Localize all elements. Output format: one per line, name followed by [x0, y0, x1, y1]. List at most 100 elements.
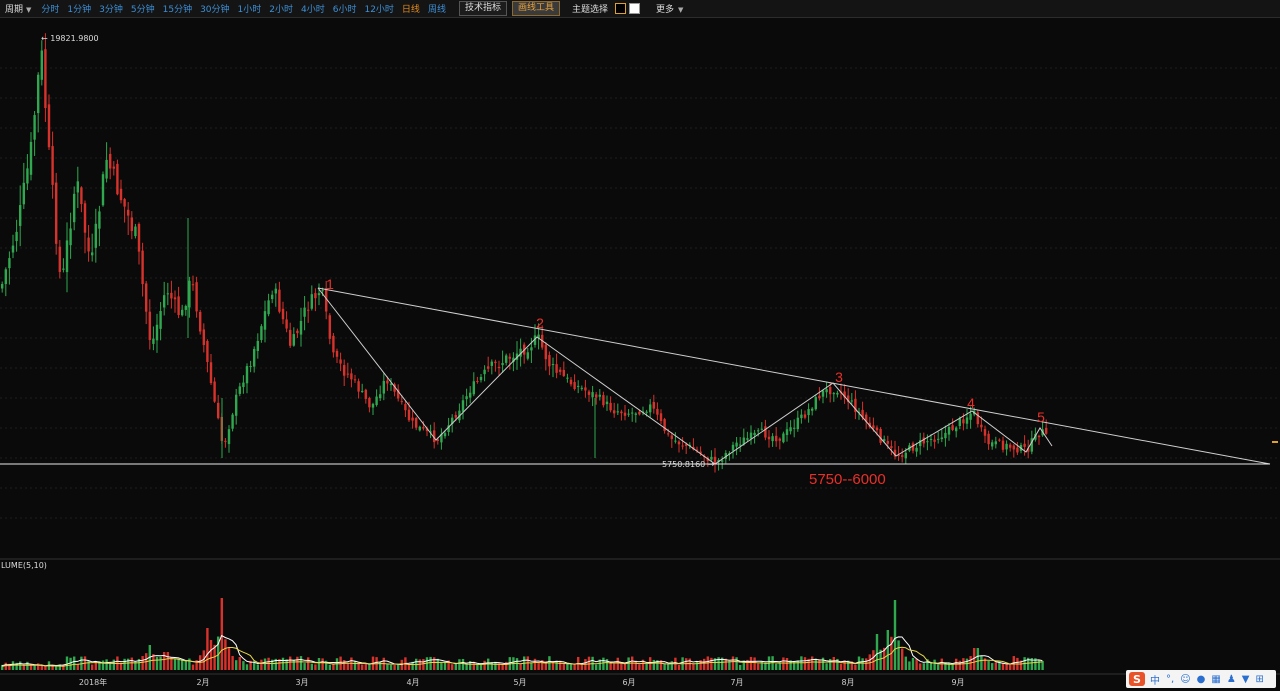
volume-bar — [757, 663, 760, 670]
candle-body — [451, 417, 454, 425]
volume-bar — [497, 663, 501, 670]
microphone-icon[interactable]: ● — [1196, 673, 1206, 685]
volume-bar — [317, 657, 321, 670]
candle-body — [382, 381, 385, 394]
candle-body — [1009, 444, 1012, 448]
candle-body — [1016, 447, 1019, 453]
candle-body — [386, 380, 389, 384]
candle-body — [159, 311, 162, 329]
candle-body — [901, 455, 904, 457]
volume-ma5-line — [1, 634, 1043, 667]
volume-bar — [688, 658, 691, 670]
candlestick-chart[interactable]: 1 2 3 4 5 ← 19821.9800 5750.8160 → 5750--6000 LU… — [0, 18, 1280, 691]
candle-body — [15, 231, 18, 242]
technical-indicator-button[interactable]: 技术指标 — [458, 1, 507, 16]
emoji-icon[interactable]: ☺ — [1180, 673, 1191, 685]
candle-body — [202, 329, 205, 345]
interval-tab[interactable]: 6小时 — [332, 5, 357, 15]
candle-body — [310, 294, 313, 309]
interval-tab[interactable]: 2小时 — [269, 5, 293, 15]
candle-body — [163, 295, 166, 308]
volume-bar — [721, 657, 724, 670]
drawing-tools-button[interactable]: 画线工具 — [511, 1, 560, 16]
interval-tab[interactable]: 周线 — [427, 5, 446, 15]
volume-bar — [22, 665, 25, 670]
theme-light-swatch[interactable] — [629, 3, 640, 14]
volume-bar — [271, 659, 274, 670]
volume-bar — [980, 655, 983, 670]
x-tick-label: 6月 — [622, 678, 635, 687]
shirt-icon[interactable]: ▼ — [1241, 673, 1250, 685]
volume-bar — [839, 663, 843, 670]
candle-body — [569, 379, 573, 385]
target-annotation: 5750--6000 — [809, 471, 886, 488]
candle-body — [505, 355, 508, 363]
keyboard-icon[interactable]: ▦ — [1211, 673, 1221, 685]
volume-bar — [44, 665, 47, 670]
candle-body — [141, 250, 144, 285]
candle-body — [667, 433, 670, 435]
volume-bar — [559, 660, 562, 670]
candle-body — [137, 223, 141, 252]
candle-body — [573, 382, 576, 390]
interval-tab[interactable]: 分时 — [41, 5, 60, 15]
volume-bar — [530, 662, 533, 670]
volume-bar — [695, 661, 699, 670]
volume-bar — [868, 654, 871, 670]
user-icon[interactable]: ♟ — [1226, 673, 1236, 685]
candle-body — [152, 338, 155, 344]
volume-bar — [55, 665, 58, 670]
volume-bar — [911, 657, 915, 670]
ime-toolbar[interactable]: S 中 °, ☺ ● ▦ ♟ ▼ ⊞ — [1126, 670, 1276, 688]
theme-dark-swatch[interactable] — [615, 3, 626, 14]
volume-bar — [922, 663, 925, 670]
volume-bar — [515, 658, 519, 670]
candle-body — [278, 289, 281, 312]
volume-bar — [893, 600, 897, 670]
volume-bar — [847, 660, 850, 670]
volume-bar — [663, 663, 666, 670]
candle-body — [231, 414, 234, 429]
interval-tab[interactable]: 日线 — [401, 5, 420, 15]
volume-bar — [332, 664, 335, 670]
ime-mode-label[interactable]: 中 — [1150, 675, 1160, 687]
interval-tab[interactable]: 3分钟 — [99, 5, 123, 15]
period-dropdown[interactable]: 周期 ▼ — [5, 5, 32, 15]
volume-bar — [818, 659, 821, 670]
candle-body — [785, 429, 789, 435]
x-tick-label: 3月 — [295, 678, 308, 687]
volume-bar — [544, 661, 547, 670]
chart-toolbar: 周期 ▼ 分时 1分钟 3分钟 5分钟 15分钟 30分钟 1小时 2小时 4小时 6小时 12小时日… — [0, 0, 1280, 18]
candle-body — [782, 433, 785, 443]
volume-bar — [667, 664, 670, 670]
candle-body — [328, 315, 331, 339]
interval-tab[interactable]: 1分钟 — [67, 5, 92, 15]
volume-bar — [854, 664, 857, 670]
volume-bar — [447, 660, 450, 670]
candle-body — [933, 439, 936, 442]
punctuation-icon[interactable]: °, — [1166, 673, 1175, 685]
candle-body — [490, 361, 493, 366]
candle-body — [893, 449, 897, 457]
price-marker — [1272, 441, 1278, 443]
more-dropdown[interactable]: 更多 ▼ — [656, 5, 684, 15]
volume-bar — [627, 657, 630, 670]
volume-bar — [645, 663, 648, 670]
candle-body — [1037, 435, 1041, 438]
grid-icon[interactable]: ⊞ — [1255, 673, 1264, 685]
candle-body — [364, 389, 367, 399]
volume-bar — [458, 659, 461, 670]
volume-bar — [742, 660, 745, 670]
volume-bar — [73, 656, 76, 670]
interval-tab[interactable]: 30分钟 — [200, 5, 230, 15]
candle-body — [1045, 427, 1048, 434]
interval-tab[interactable]: 4小时 — [301, 5, 325, 15]
interval-tab[interactable]: 1小时 — [237, 5, 262, 15]
candle-body — [361, 390, 364, 392]
candle-body — [465, 396, 468, 400]
interval-tab[interactable]: 12小时 — [364, 5, 394, 15]
chevron-down-icon: ▼ — [678, 6, 684, 14]
volume-bar — [821, 657, 825, 670]
interval-tab[interactable]: 15分钟 — [162, 5, 193, 15]
interval-tab[interactable]: 5分钟 — [130, 5, 155, 15]
